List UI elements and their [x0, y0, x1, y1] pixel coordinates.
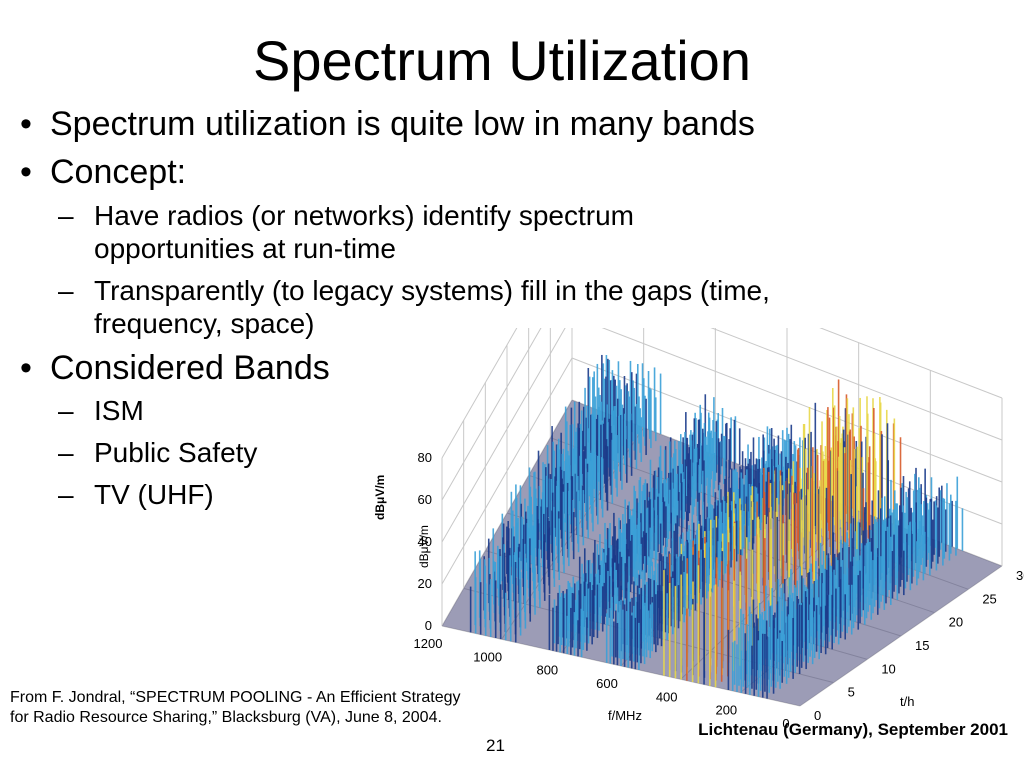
page-number: 21 — [486, 736, 505, 755]
z-tick-label: 60 — [418, 492, 432, 507]
sub-bullet-mark: – — [58, 200, 74, 231]
t-tick-label: 25 — [982, 591, 996, 606]
spectrum-3d-plot: 8060402001200100080060040020000510152025… — [373, 328, 1024, 728]
t-tick-label: 20 — [949, 615, 963, 630]
z-tick-label: 40 — [418, 534, 432, 549]
f-tick-label: 400 — [656, 689, 678, 704]
bullet-mark: • — [20, 349, 32, 387]
spectrum-surface — [442, 354, 1002, 706]
z-tick-label: 0 — [425, 618, 432, 633]
f-tick-label: 800 — [536, 663, 558, 678]
credit-line: for Radio Resource Sharing,” Blacksburg … — [10, 709, 442, 726]
measurement-location: Lichtenau (Germany), September 2001 — [698, 720, 1008, 739]
bullet-mark: • — [20, 153, 32, 191]
sub-bullet-text: frequency, space) — [94, 308, 315, 339]
bullet-text: Considered Bands — [50, 349, 330, 387]
t-tick-label: 15 — [915, 638, 929, 653]
f-axis-label: f/MHz — [608, 708, 642, 723]
sub-bullet-text: opportunities at run-time — [94, 233, 396, 264]
bullet-text: Concept: — [50, 153, 187, 191]
bullet-mark: • — [20, 105, 32, 143]
sub-bullet-text: TV (UHF) — [94, 479, 214, 510]
f-tick-label: 200 — [715, 703, 737, 718]
credit-line: From F. Jondral, “SPECTRUM POOLING - An … — [10, 689, 461, 706]
sub-bullet-mark: – — [58, 275, 74, 306]
f-tick-label: 0 — [782, 716, 789, 728]
z-axis-label-inner: dBμV/m — [417, 525, 431, 568]
bullet-text: Spectrum utilization is quite low in man… — [50, 105, 755, 143]
f-tick-label: 1000 — [473, 649, 502, 664]
f-tick-label: 1200 — [414, 636, 443, 651]
t-tick-label: 0 — [814, 708, 821, 723]
t-axis-label: t/h — [900, 694, 914, 709]
f-tick-label: 600 — [596, 676, 618, 691]
sub-bullet-text: Transparently (to legacy systems) fill i… — [94, 275, 770, 306]
z-tick-label: 20 — [418, 576, 432, 591]
sub-bullet-mark: – — [58, 437, 74, 468]
sub-bullet-text: Have radios (or networks) identify spect… — [94, 200, 634, 231]
t-tick-label: 5 — [848, 685, 855, 700]
plot-tick-labels: 8060402001200100080060040020000510152025… — [414, 450, 1024, 728]
t-tick-label: 30 — [1016, 568, 1024, 583]
t-tick-label: 10 — [881, 661, 895, 676]
sub-bullet-text: Public Safety — [94, 437, 258, 468]
z-tick-label: 80 — [418, 450, 432, 465]
z-axis-label-outer: dBμV/m — [373, 475, 387, 520]
source-credit: From F. Jondral, “SPECTRUM POOLING - An … — [10, 688, 570, 728]
slide-title: Spectrum Utilization — [253, 29, 751, 92]
sub-bullet-mark: – — [58, 395, 74, 426]
sub-bullet-mark: – — [58, 479, 74, 510]
sub-bullet-text: ISM — [94, 395, 144, 426]
